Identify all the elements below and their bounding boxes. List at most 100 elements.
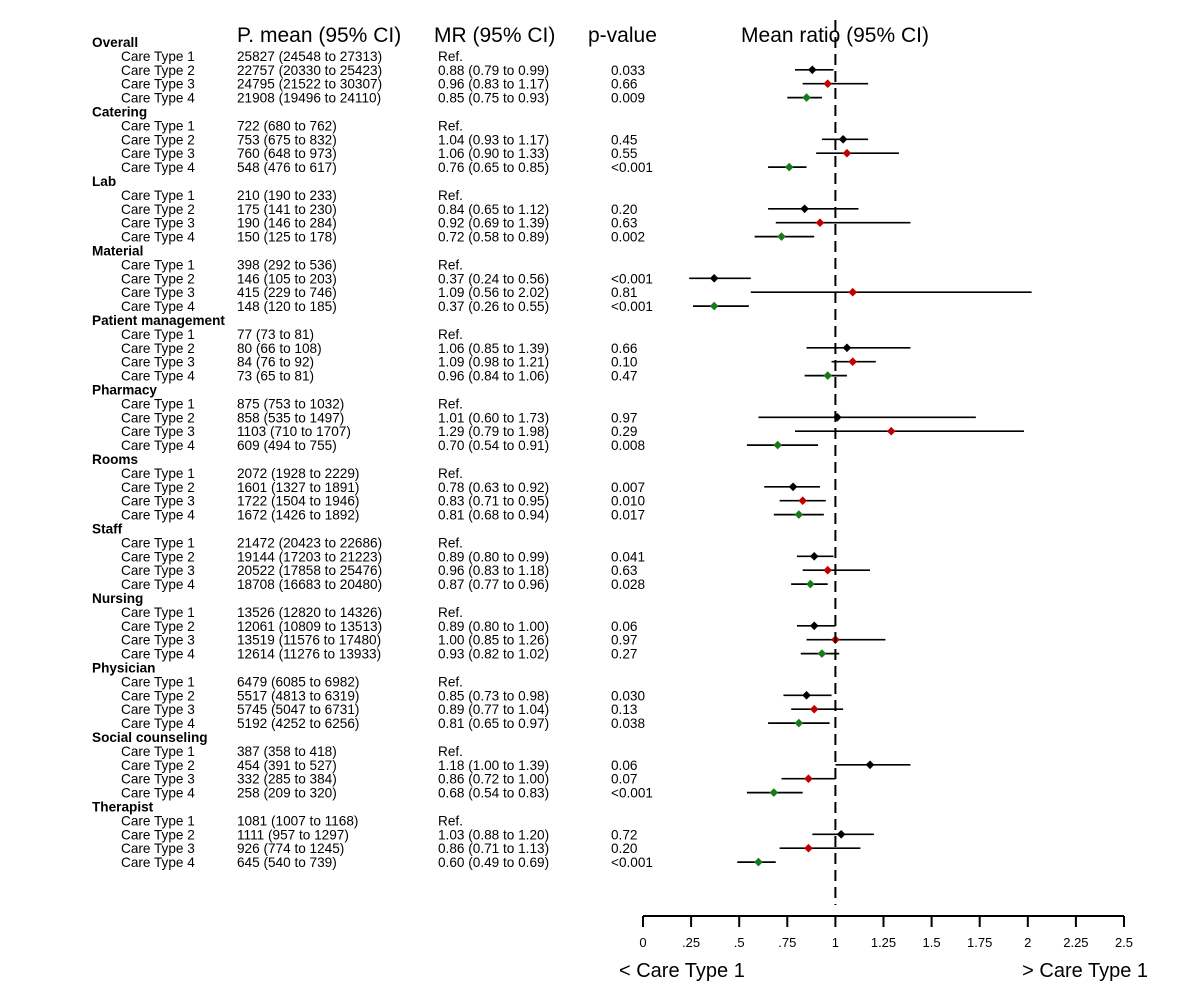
pvalue-cell: 0.45 xyxy=(611,132,637,147)
pvalue-cell: 0.63 xyxy=(611,216,637,231)
mr-cell: 0.60 (0.49 to 0.69) xyxy=(438,855,549,870)
point-estimate xyxy=(848,357,858,366)
pvalue-cell: 0.47 xyxy=(611,369,637,384)
point-estimate xyxy=(754,857,763,867)
mr-cell: Ref. xyxy=(438,535,463,550)
point-estimate xyxy=(806,579,815,589)
pvalue-cell: 0.030 xyxy=(611,688,645,703)
point-estimate xyxy=(788,482,798,492)
row-label: Care Type 4 xyxy=(121,855,195,870)
mr-cell: 0.81 (0.65 to 0.97) xyxy=(438,716,549,731)
point-estimate xyxy=(794,718,804,728)
row-label: Care Type 2 xyxy=(121,271,195,286)
pvalue-cell: 0.033 xyxy=(611,63,645,78)
pmean-cell: 1672 (1426 to 1892) xyxy=(237,508,359,523)
mr-cell: 0.85 (0.73 to 0.98) xyxy=(438,688,549,703)
row-label: Care Type 2 xyxy=(121,758,195,773)
row-label: Care Type 4 xyxy=(121,369,195,384)
row-label: Care Type 4 xyxy=(121,577,195,592)
point-estimate xyxy=(817,649,827,658)
mr-cell: 1.03 (0.88 to 1.20) xyxy=(438,827,549,842)
row-label: Care Type 2 xyxy=(121,132,195,147)
group-label: Staff xyxy=(92,522,123,537)
pvalue-cell: 0.66 xyxy=(611,341,637,356)
group-label: Rooms xyxy=(92,452,138,467)
mr-cell: Ref. xyxy=(438,813,463,828)
row-label: Care Type 3 xyxy=(121,772,195,787)
pmean-cell: 175 (141 to 230) xyxy=(237,202,337,217)
axis-right-label: > Care Type 1 xyxy=(1022,960,1148,982)
row-label: Care Type 3 xyxy=(121,77,195,92)
x-tick-label: 1.25 xyxy=(871,935,896,950)
pmean-cell: 210 (190 to 233) xyxy=(237,188,337,203)
x-tick-label: .5 xyxy=(734,935,745,950)
row-label: Care Type 2 xyxy=(121,63,195,78)
mr-cell: Ref. xyxy=(438,118,463,133)
pvalue-cell: 0.72 xyxy=(611,827,637,842)
pmean-cell: 21908 (19496 to 24110) xyxy=(237,91,381,106)
point-estimate xyxy=(838,135,848,144)
row-label: Care Type 4 xyxy=(121,508,195,523)
row-label: Care Type 1 xyxy=(121,49,195,64)
pvalue-cell: <0.001 xyxy=(611,160,653,175)
pvalue-cell: 0.002 xyxy=(611,230,645,245)
pvalue-cell: 0.13 xyxy=(611,702,637,717)
row-label: Care Type 3 xyxy=(121,285,195,300)
row-label: Care Type 2 xyxy=(121,410,195,425)
group-label: Therapist xyxy=(92,800,154,815)
mr-cell: 0.92 (0.69 to 1.39) xyxy=(438,216,549,231)
pvalue-cell: <0.001 xyxy=(611,299,653,314)
row-label: Care Type 1 xyxy=(121,396,195,411)
pmean-cell: 5517 (4813 to 6319) xyxy=(237,688,359,703)
point-estimate xyxy=(833,413,842,422)
row-label: Care Type 4 xyxy=(121,716,195,731)
pmean-cell: 148 (120 to 185) xyxy=(237,299,337,314)
pmean-cell: 258 (209 to 320) xyxy=(237,786,337,801)
mr-cell: 0.84 (0.65 to 1.12) xyxy=(438,202,549,217)
row-label: Care Type 4 xyxy=(121,160,195,175)
x-tick-label: 2.25 xyxy=(1063,935,1088,950)
pmean-cell: 22757 (20330 to 25423) xyxy=(237,63,382,78)
pmean-cell: 332 (285 to 384) xyxy=(237,772,337,787)
mr-cell: Ref. xyxy=(438,49,463,64)
point-estimate xyxy=(886,426,896,436)
row-label: Care Type 1 xyxy=(121,327,195,342)
pmean-cell: 387 (358 to 418) xyxy=(237,744,337,759)
x-tick-label: .25 xyxy=(682,935,700,950)
mr-cell: 0.96 (0.84 to 1.06) xyxy=(438,369,549,384)
header-pvalue: p-value xyxy=(588,24,657,47)
pmean-cell: 2072 (1928 to 2229) xyxy=(237,466,359,481)
row-label: Care Type 2 xyxy=(121,549,195,564)
pmean-cell: 1081 (1007 to 1168) xyxy=(237,813,358,828)
pvalue-cell: <0.001 xyxy=(611,855,653,870)
pmean-cell: 454 (391 to 527) xyxy=(237,758,337,773)
point-estimate xyxy=(809,704,819,714)
pmean-cell: 5192 (4252 to 6256) xyxy=(237,716,359,731)
mr-cell: 0.85 (0.75 to 0.93) xyxy=(438,91,549,106)
mr-cell: 0.70 (0.54 to 0.91) xyxy=(438,438,549,453)
pmean-cell: 753 (675 to 832) xyxy=(237,132,337,147)
row-label: Care Type 1 xyxy=(121,813,195,828)
mr-cell: 0.87 (0.77 to 0.96) xyxy=(438,577,549,592)
point-estimate xyxy=(865,760,875,770)
point-estimate xyxy=(809,552,819,561)
pvalue-cell: 0.028 xyxy=(611,577,645,592)
mr-cell: Ref. xyxy=(438,327,463,342)
pmean-cell: 21472 (20423 to 22686) xyxy=(237,535,382,550)
row-label: Care Type 3 xyxy=(121,633,195,648)
pmean-cell: 77 (73 to 81) xyxy=(237,327,314,342)
row-label: Care Type 4 xyxy=(121,786,195,801)
point-estimate xyxy=(777,232,786,241)
point-estimate xyxy=(800,204,809,214)
pmean-cell: 12614 (11276 to 13933) xyxy=(237,647,381,662)
point-estimate xyxy=(823,79,833,88)
pvalue-cell: 0.55 xyxy=(611,146,637,161)
pmean-cell: 1601 (1327 to 1891) xyxy=(237,480,359,495)
mr-cell: 0.78 (0.63 to 0.92) xyxy=(438,480,549,495)
group-label: Physician xyxy=(92,661,155,676)
pvalue-cell: 0.10 xyxy=(611,355,638,370)
pmean-cell: 548 (476 to 617) xyxy=(237,160,337,175)
mr-cell: 0.86 (0.72 to 1.00) xyxy=(438,772,549,787)
mr-cell: 0.89 (0.80 to 1.00) xyxy=(438,619,549,634)
pmean-cell: 84 (76 to 92) xyxy=(237,355,314,370)
